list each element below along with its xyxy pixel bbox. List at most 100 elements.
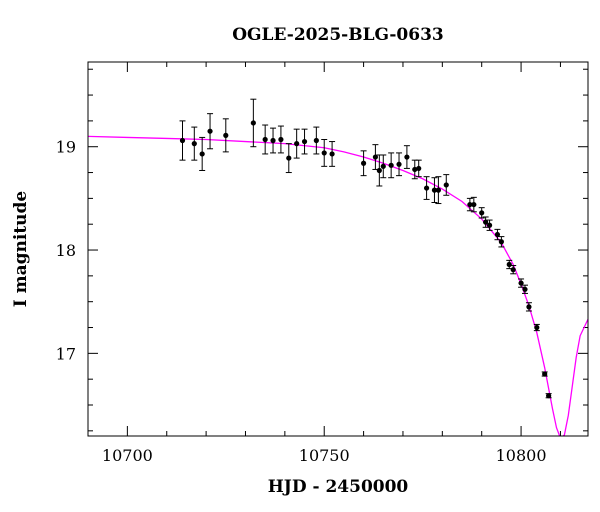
chart-title: OGLE-2025-BLG-0633 [232, 25, 444, 45]
data-point [416, 165, 422, 172]
data-point [376, 167, 382, 174]
data-point-group [533, 323, 540, 332]
data-point [286, 155, 292, 161]
data-point-group [285, 143, 292, 174]
data-point [412, 166, 418, 173]
data-point-group [250, 98, 257, 148]
model-curve [88, 135, 588, 436]
data-point [522, 286, 528, 292]
data-point-group [510, 265, 517, 275]
data-point-group [313, 126, 320, 155]
data-point [443, 182, 449, 188]
data-point-group [494, 228, 501, 241]
data-point [329, 151, 335, 157]
data-point [388, 162, 394, 168]
plot-area: 10700 10750 10800 17 18 19 [56, 61, 589, 465]
data-point [435, 187, 441, 193]
data-point-group [443, 174, 450, 196]
data-point [431, 187, 438, 193]
data-point [542, 371, 548, 377]
data-point [294, 141, 300, 147]
data-point-group [478, 207, 485, 219]
data-point [467, 201, 473, 208]
data-point-group [388, 152, 395, 179]
x-tick-label: 10750 [299, 446, 350, 465]
data-point-group [380, 154, 387, 179]
y-axis-label: I magnitude [11, 191, 31, 308]
data-point [534, 324, 540, 331]
data-point-group [396, 152, 403, 177]
y-tick-label: 18 [56, 241, 76, 260]
data-point [278, 136, 284, 143]
x-axis-label: HJD - 2450000 [268, 477, 409, 497]
data-point-group [293, 128, 300, 159]
x-tick-label: 10700 [102, 446, 153, 465]
data-point [250, 120, 256, 126]
data-point-group [518, 278, 525, 288]
data-point [360, 160, 367, 166]
data-point-group [207, 113, 214, 150]
data-point [380, 163, 386, 169]
data-point [518, 280, 524, 286]
data-point [396, 161, 402, 167]
data-point-group [482, 216, 489, 228]
data-point-group [199, 136, 206, 171]
data-point [191, 141, 197, 147]
x-tick-label: 10800 [496, 446, 547, 465]
data-point [321, 150, 327, 156]
data-point [486, 222, 493, 228]
data-point [199, 151, 205, 157]
data-point [372, 154, 379, 160]
data-point [526, 304, 532, 310]
data-point [207, 128, 213, 134]
data-point-group [277, 125, 284, 154]
data-point [546, 393, 552, 399]
data-point [423, 185, 430, 191]
data-point-group [415, 159, 422, 178]
data-point [404, 154, 410, 160]
data-point-group [486, 219, 493, 231]
data-point [498, 239, 504, 245]
data-point-group [403, 145, 410, 169]
data-point [506, 261, 512, 268]
data-point-group [301, 128, 308, 155]
data-point-group [222, 118, 229, 153]
data-point [179, 137, 186, 144]
data-point [510, 267, 516, 273]
data-point-group [470, 196, 477, 213]
data-point-group [360, 150, 367, 177]
data-point-group [466, 197, 473, 212]
data-point [313, 137, 319, 144]
data-point-group [321, 138, 328, 167]
y-tick-label: 17 [56, 344, 76, 363]
data-point-group [541, 371, 548, 377]
data-point [223, 132, 229, 138]
data-point-group [498, 236, 505, 248]
data-point-group [423, 176, 430, 200]
data-point-group [545, 393, 552, 399]
data-point-group [431, 177, 438, 204]
data-point [494, 231, 501, 238]
data-point-group [179, 120, 186, 161]
data-point [479, 210, 485, 216]
axis-ticks [87, 62, 588, 436]
data-point-group [522, 284, 529, 294]
data-point [270, 137, 276, 144]
data-point-group [270, 127, 277, 154]
plot-frame [87, 61, 589, 437]
data-point [471, 201, 477, 208]
data-point [483, 219, 489, 225]
data-point-group [435, 176, 442, 205]
data-point-group [376, 154, 383, 187]
data-point [262, 136, 268, 143]
data-point [301, 138, 308, 145]
data-points [179, 98, 552, 399]
y-tick-label: 19 [56, 138, 76, 157]
data-point-group [262, 124, 269, 155]
data-point-group [329, 141, 336, 167]
data-point-group [372, 144, 379, 170]
data-point-group [525, 302, 532, 312]
data-point-group [191, 126, 198, 161]
